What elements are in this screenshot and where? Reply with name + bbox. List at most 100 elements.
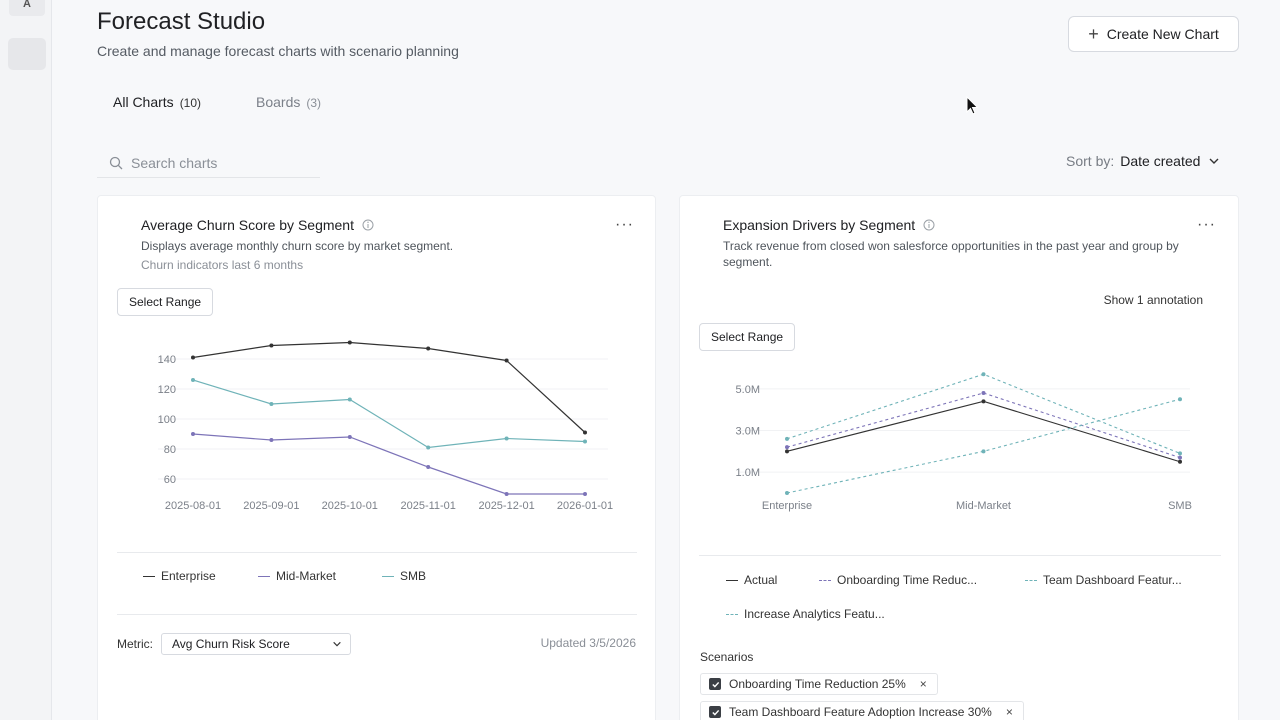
- y-tick-label: 120: [158, 384, 176, 396]
- data-point-smb: [504, 436, 509, 441]
- data-point-mid-market: [191, 432, 195, 436]
- series-line-increase-analytics-featu: [786, 398, 1181, 494]
- chart-card-churn: Average Churn Score by Segment ··· Displ…: [97, 195, 656, 720]
- metric-label: Metric:: [117, 637, 153, 651]
- tab-all-charts-label: All Charts: [113, 94, 174, 110]
- tab-all-charts-count: (10): [179, 96, 202, 110]
- legend-analytics: Increase Analytics Featu...: [726, 607, 885, 621]
- data-point-actual: [785, 449, 789, 454]
- x-tick-label: 2025-09-01: [243, 500, 299, 512]
- card-subdesc-churn: Churn indicators last 6 months: [141, 258, 304, 272]
- y-tick-label: 100: [158, 414, 176, 426]
- page-title: Forecast Studio: [97, 8, 266, 35]
- sort-value[interactable]: Date created: [1120, 153, 1201, 169]
- legend-swatch-onboarding: [819, 579, 831, 581]
- data-point-onboarding-time-reduc: [981, 391, 986, 395]
- y-tick-label: 3.0M: [736, 426, 760, 438]
- legend-swatch-analytics: [726, 613, 738, 615]
- data-point-increase-analytics-featu: [1178, 397, 1182, 402]
- mouse-cursor-icon: [966, 96, 979, 115]
- data-point-smb: [347, 397, 352, 402]
- y-tick-label: 5.0M: [736, 384, 760, 396]
- legend-team-dashboard: Team Dashboard Featur...: [1025, 573, 1182, 587]
- card-title-expansion: Expansion Drivers by Segment: [723, 217, 935, 233]
- sort-label: Sort by:: [1066, 153, 1115, 169]
- scenario-chip: Onboarding Time Reduction 25% ×: [700, 673, 938, 695]
- legend-swatch-actual: [726, 579, 738, 581]
- search-bar: [97, 148, 320, 178]
- data-point-mid-market: [347, 435, 352, 439]
- create-new-chart-button[interactable]: + Create New Chart: [1068, 16, 1239, 52]
- updated-timestamp: Updated 3/5/2026: [540, 636, 636, 650]
- data-point-increase-analytics-featu: [981, 449, 986, 454]
- checkbox-checked-icon[interactable]: [709, 678, 721, 690]
- x-tick-label: 2025-10-01: [322, 500, 378, 512]
- legend-actual: Actual: [726, 573, 777, 587]
- info-icon[interactable]: [362, 219, 374, 231]
- info-icon[interactable]: [923, 219, 935, 231]
- y-tick-label: 80: [164, 444, 176, 456]
- data-point-mid-market: [583, 492, 587, 496]
- y-tick-label: 140: [158, 354, 176, 366]
- legend-swatch-team-dashboard: [1025, 579, 1037, 581]
- series-line-onboarding-time-reduc: [786, 392, 1181, 459]
- show-annotation-link[interactable]: Show 1 annotation: [1103, 293, 1203, 307]
- data-point-enterprise: [347, 340, 352, 345]
- legend-swatch-smb: [382, 575, 394, 577]
- more-options-icon[interactable]: ···: [1197, 216, 1216, 233]
- data-point-smb: [426, 445, 431, 450]
- legend-mid-market: Mid-Market: [258, 569, 336, 583]
- rail-nav-button[interactable]: [8, 38, 46, 70]
- tab-boards-label: Boards: [256, 94, 301, 110]
- remove-scenario-icon[interactable]: ×: [919, 677, 927, 691]
- x-tick-label: Enterprise: [762, 500, 812, 512]
- legend-divider-top: [699, 555, 1221, 556]
- series-line-enterprise: [192, 341, 586, 433]
- legend-enterprise: Enterprise: [143, 569, 216, 583]
- data-point-enterprise: [269, 343, 274, 348]
- y-tick-label: 60: [164, 474, 176, 486]
- x-tick-label: Mid-Market: [956, 500, 1011, 512]
- search-input[interactable]: [131, 154, 311, 171]
- metric-select[interactable]: Avg Churn Risk Score: [161, 633, 351, 655]
- x-tick-label: SMB: [1168, 500, 1192, 512]
- chevron-down-icon[interactable]: [1208, 155, 1220, 167]
- checkbox-checked-icon[interactable]: [709, 706, 721, 718]
- x-tick-label: 2025-12-01: [478, 500, 534, 512]
- chevron-down-icon: [333, 641, 341, 647]
- data-point-actual: [1178, 459, 1182, 464]
- x-tick-label: 2026-01-01: [557, 500, 613, 512]
- data-point-smb: [191, 378, 195, 382]
- remove-scenario-icon[interactable]: ×: [1005, 705, 1013, 719]
- data-point-mid-market: [269, 438, 274, 442]
- sort-control: Sort by: Date created: [1066, 153, 1220, 169]
- select-range-button[interactable]: Select Range: [699, 323, 796, 351]
- scenario-chip: Team Dashboard Feature Adoption Increase…: [700, 701, 1024, 720]
- more-options-icon[interactable]: ···: [615, 216, 634, 233]
- legend-divider-bottom: [117, 614, 637, 615]
- legend-enterprise-label: Enterprise: [161, 569, 216, 583]
- expansion-line-chart: 1.0M 3.0M 5.0M Enterprise Mid-Market SMB: [736, 372, 1192, 512]
- series-line-team-dashboard-featur: [786, 373, 1181, 454]
- card-title-churn-text: Average Churn Score by Segment: [141, 217, 354, 233]
- data-point-onboarding-time-reduc: [785, 445, 789, 450]
- plus-icon: +: [1088, 24, 1099, 44]
- scenario-chip-label: Onboarding Time Reduction 25%: [729, 677, 906, 691]
- data-point-smb: [269, 402, 274, 406]
- data-point-team-dashboard-featur: [1178, 451, 1182, 456]
- data-point-actual: [981, 399, 986, 404]
- metric-control: Metric: Avg Churn Risk Score: [117, 633, 351, 655]
- rail-avatar[interactable]: A: [9, 0, 45, 16]
- card-title-expansion-text: Expansion Drivers by Segment: [723, 217, 916, 233]
- series-line-smb: [192, 379, 586, 449]
- data-point-mid-market: [504, 492, 509, 496]
- data-point-enterprise: [504, 358, 509, 363]
- tab-boards[interactable]: Boards (3): [256, 94, 321, 110]
- tab-boards-count: (3): [306, 96, 322, 110]
- data-point-enterprise: [426, 346, 431, 351]
- legend-onboarding: Onboarding Time Reduc...: [819, 573, 977, 587]
- tab-all-charts[interactable]: All Charts (10): [113, 94, 201, 110]
- legend-analytics-label: Increase Analytics Featu...: [744, 607, 885, 621]
- select-range-button[interactable]: Select Range: [117, 288, 214, 316]
- legend-onboarding-label: Onboarding Time Reduc...: [837, 573, 978, 587]
